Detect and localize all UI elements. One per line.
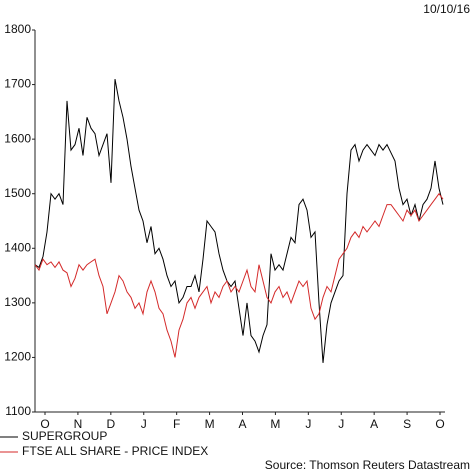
y-tick-label: 1600 — [4, 131, 31, 145]
series-line — [34, 192, 444, 358]
x-tick-label: J — [141, 417, 147, 431]
x-tick-label: S — [403, 417, 411, 431]
x-tick-label: J — [305, 417, 311, 431]
x-tick-label: O — [40, 417, 49, 431]
x-tick-label: A — [370, 417, 378, 431]
legend-label: FTSE ALL SHARE - PRICE INDEX — [22, 444, 208, 458]
y-tick-label: 1700 — [4, 77, 31, 91]
y-tick-label: 1800 — [4, 22, 31, 36]
series-line — [34, 79, 444, 363]
date-label: 10/10/16 — [423, 2, 470, 16]
y-tick-label: 1300 — [4, 295, 31, 309]
x-tick-label: J — [338, 417, 344, 431]
y-tick-label: 1400 — [4, 240, 31, 254]
x-tick-label: F — [173, 417, 180, 431]
source-label: Source: Thomson Reuters Datastream — [265, 458, 470, 472]
x-tick-label: M — [205, 417, 215, 431]
x-tick-label: D — [106, 417, 115, 431]
y-tick-label: 1200 — [4, 350, 31, 364]
x-tick-label: A — [238, 417, 246, 431]
y-tick-label: 1500 — [4, 186, 31, 200]
y-tick-label: 1100 — [5, 404, 31, 418]
x-tick-label: N — [74, 417, 83, 431]
x-tick-label: M — [270, 417, 280, 431]
x-tick-label: O — [435, 417, 444, 431]
legend-label: SUPERGROUP — [22, 429, 107, 443]
